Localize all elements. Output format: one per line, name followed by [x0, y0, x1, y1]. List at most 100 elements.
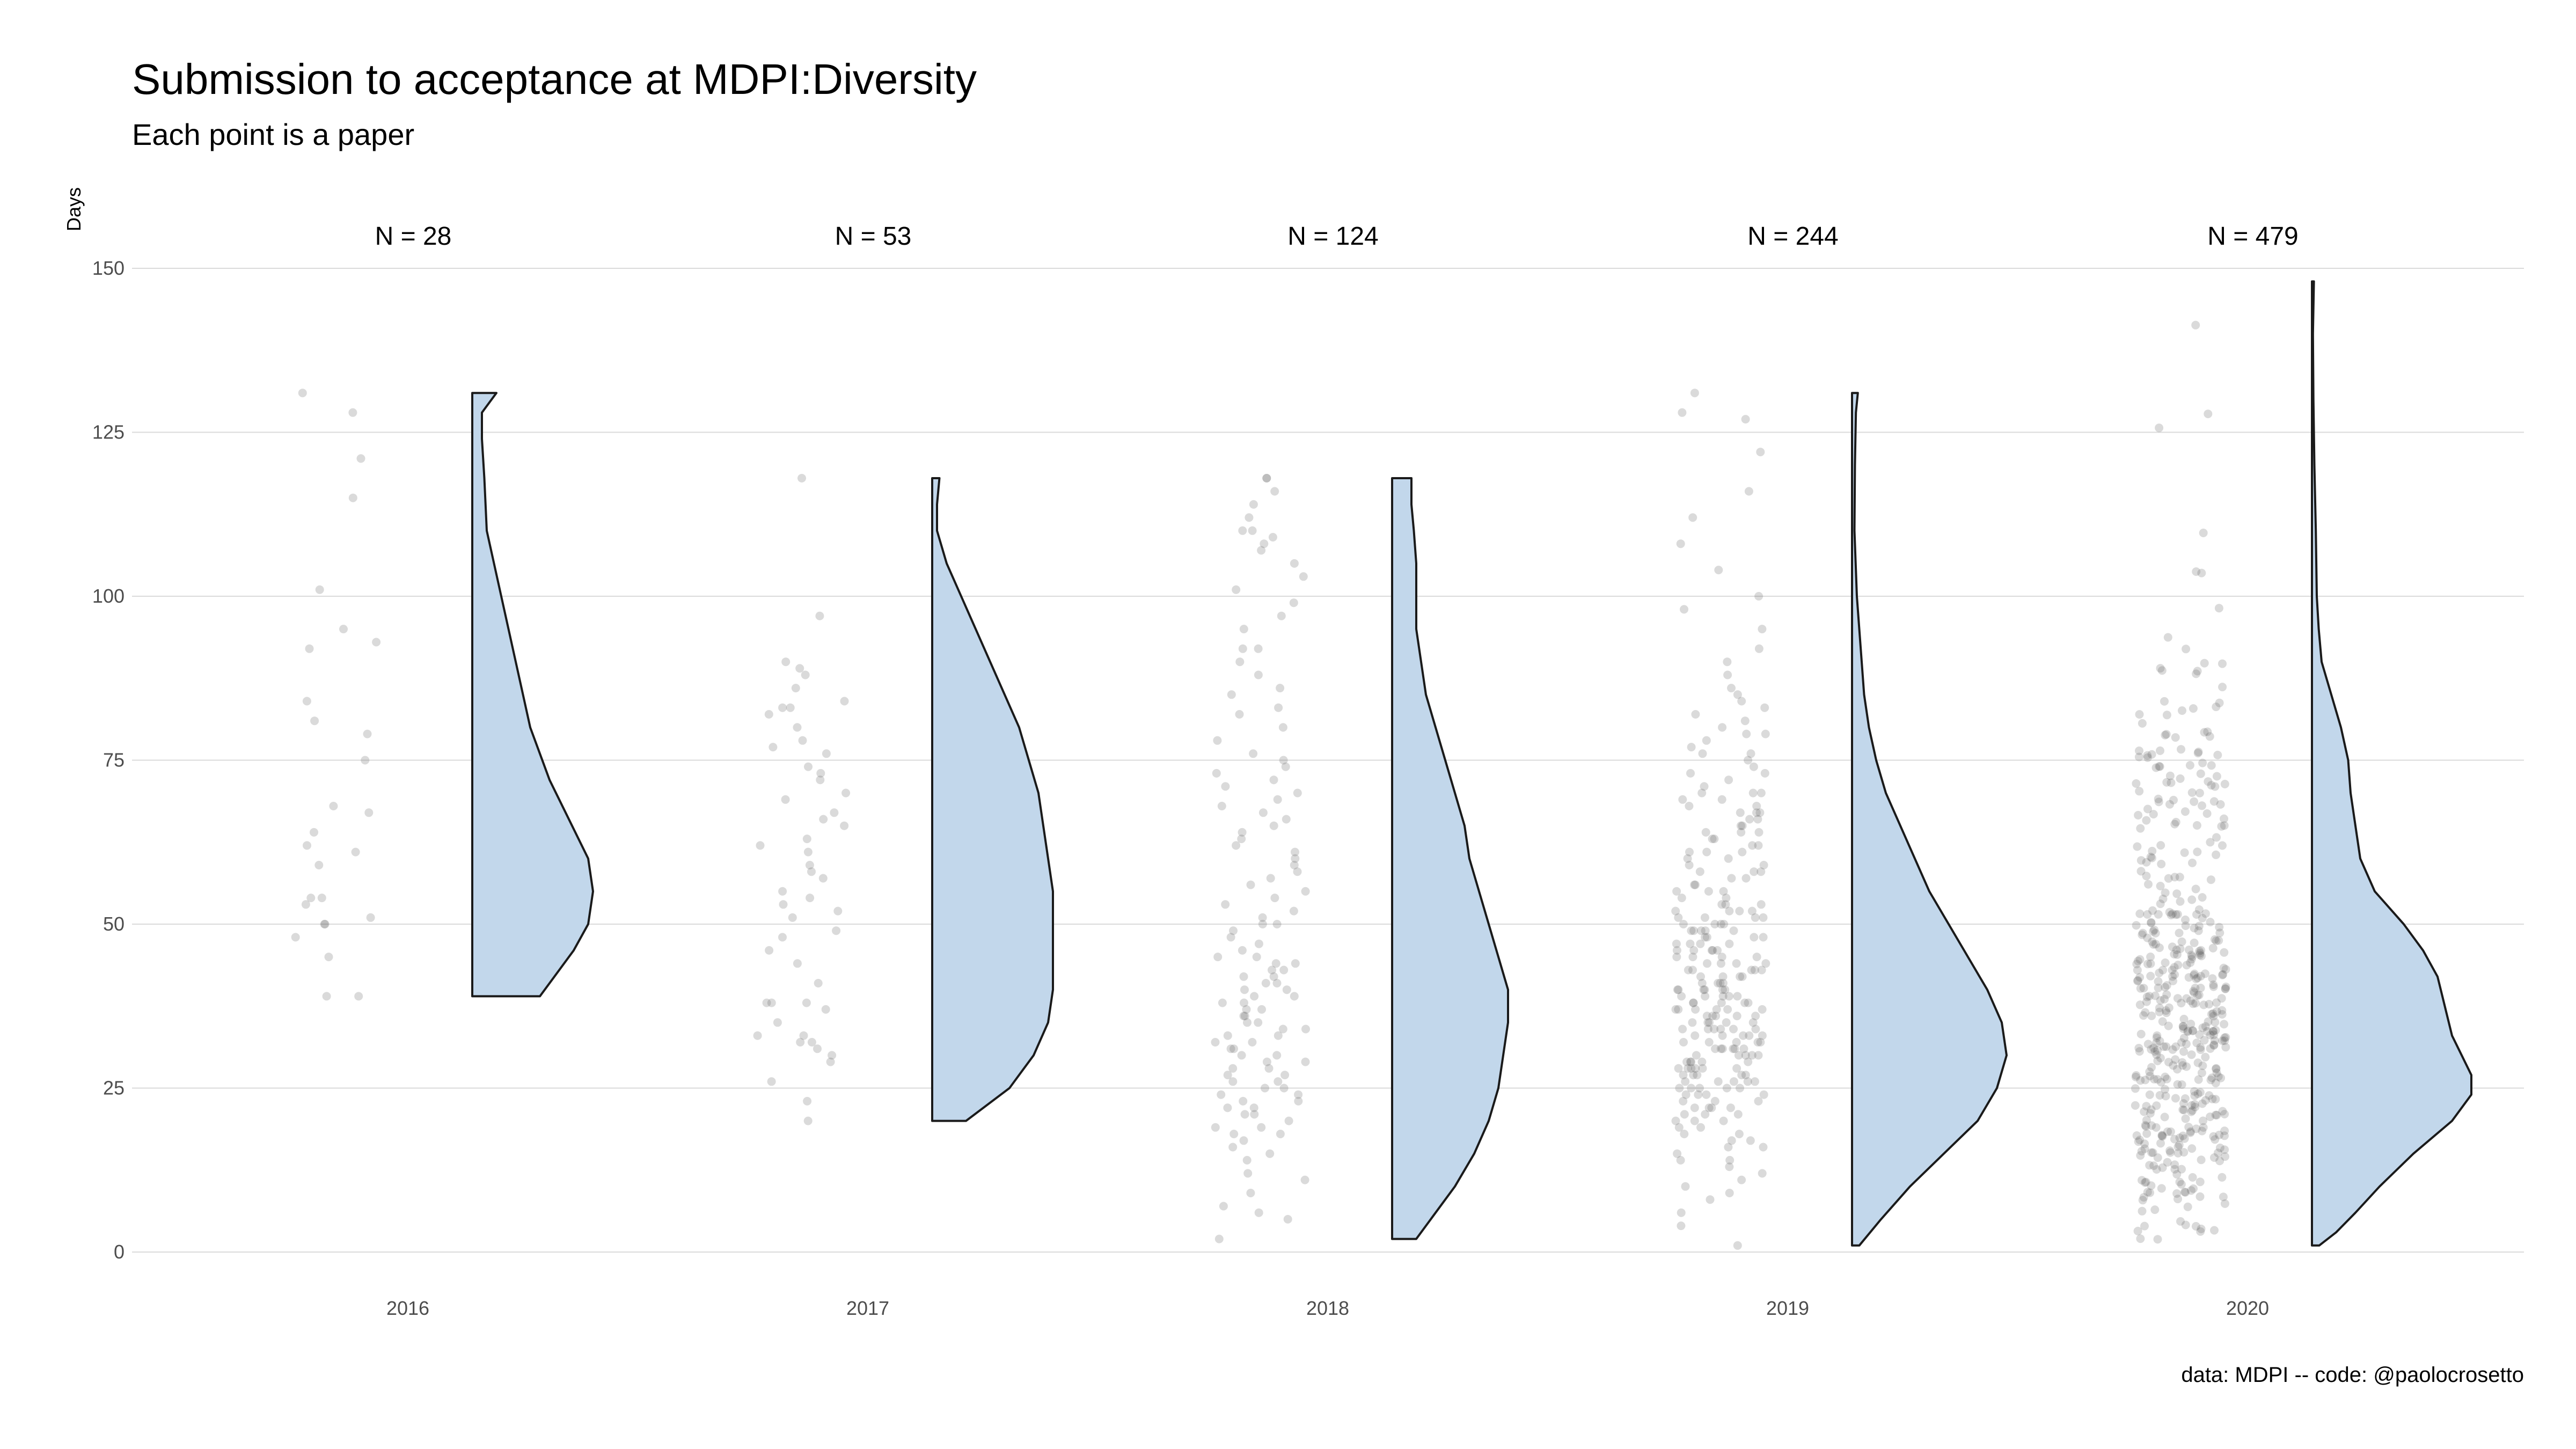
data-point	[2153, 1056, 2162, 1065]
data-point	[2211, 1026, 2220, 1035]
data-point	[1754, 841, 1763, 850]
data-point	[2143, 960, 2152, 969]
data-point	[1237, 1051, 1246, 1060]
data-point	[1686, 939, 1695, 948]
data-point	[2179, 1014, 2189, 1023]
data-point	[1756, 1038, 1765, 1046]
data-point	[1674, 985, 1683, 994]
data-point	[2149, 1161, 2158, 1170]
data-point	[2149, 810, 2158, 819]
data-point	[2207, 761, 2216, 770]
data-point	[2205, 1000, 2214, 1009]
data-point	[2161, 983, 2170, 992]
data-point	[803, 847, 813, 857]
data-point	[2132, 1071, 2141, 1080]
data-point	[2172, 1189, 2182, 1198]
data-point	[1282, 815, 1291, 824]
data-point	[2136, 867, 2146, 876]
data-point	[2175, 1177, 2184, 1187]
data-point	[2148, 1148, 2157, 1157]
data-point	[1230, 1044, 1238, 1053]
data-point	[1675, 1084, 1684, 1093]
data-point	[2221, 982, 2230, 991]
data-point	[2156, 1139, 2165, 1148]
data-point	[1741, 415, 1750, 424]
data-point	[1754, 828, 1763, 837]
data-point	[1688, 1018, 1697, 1027]
data-point	[2144, 880, 2153, 889]
data-point	[1711, 1044, 1720, 1053]
data-point	[1291, 847, 1299, 857]
data-point	[2198, 1061, 2207, 1070]
data-point	[803, 1116, 813, 1125]
data-point	[1737, 828, 1746, 837]
data-point	[2194, 921, 2204, 931]
data-point	[1695, 867, 1704, 876]
data-point	[1757, 900, 1766, 909]
data-point	[1246, 1189, 1255, 1197]
data-point	[2190, 988, 2199, 997]
data-point	[1710, 1096, 1719, 1106]
data-point	[2138, 1206, 2147, 1216]
data-point	[2187, 1186, 2196, 1195]
data-point	[2179, 1148, 2189, 1157]
data-point	[1679, 1071, 1688, 1080]
data-point	[2197, 952, 2206, 961]
data-point	[2170, 1135, 2179, 1144]
data-point	[2164, 1003, 2174, 1012]
data-point	[1686, 1057, 1695, 1066]
data-point	[2158, 965, 2168, 975]
data-point	[2221, 984, 2230, 993]
data-point	[1696, 926, 1706, 935]
data-point	[2188, 858, 2197, 867]
data-point	[2136, 1234, 2145, 1243]
data-point	[2191, 320, 2200, 330]
data-point	[2196, 1227, 2205, 1236]
data-point	[2186, 1020, 2196, 1028]
data-point	[1716, 979, 1725, 987]
data-point	[2201, 1096, 2210, 1105]
data-point	[2213, 1148, 2222, 1158]
data-point	[2139, 984, 2148, 993]
data-point	[2138, 1196, 2147, 1205]
data-point	[2181, 921, 2190, 930]
data-point	[1759, 933, 1768, 942]
data-point	[2212, 1110, 2221, 1119]
data-point	[2149, 927, 2158, 936]
data-point	[2192, 1124, 2201, 1133]
data-point	[2137, 1147, 2146, 1156]
data-point	[2167, 911, 2176, 919]
data-point	[2165, 800, 2174, 809]
data-point	[2192, 910, 2201, 919]
data-point	[351, 847, 360, 857]
data-point	[2191, 1102, 2200, 1111]
data-point	[2218, 1173, 2227, 1182]
data-point	[2212, 833, 2221, 842]
data-point	[2150, 1047, 2160, 1056]
data-point	[2177, 745, 2185, 754]
data-point	[1714, 979, 1723, 987]
data-point	[1727, 684, 1736, 693]
data-point	[1758, 1031, 1767, 1040]
data-point	[2163, 633, 2172, 642]
data-point	[2196, 1088, 2205, 1097]
data-point	[1691, 1005, 1700, 1014]
data-point	[1684, 1064, 1693, 1073]
data-point	[1722, 894, 1731, 903]
data-point	[801, 670, 810, 679]
data-point	[2206, 918, 2215, 927]
data-point	[2198, 1023, 2207, 1033]
data-point	[2189, 986, 2198, 996]
data-point	[1254, 670, 1263, 679]
data-point	[2175, 928, 2184, 938]
data-point	[2178, 1022, 2187, 1031]
data-point	[1697, 1057, 1707, 1066]
data-point	[2186, 996, 2195, 1005]
data-point	[2156, 1053, 2165, 1063]
data-point	[2220, 780, 2229, 788]
data-point	[298, 389, 307, 398]
data-point	[2164, 874, 2173, 883]
data-point	[2219, 963, 2228, 972]
data-point	[1279, 965, 1289, 975]
data-point	[1701, 1110, 1710, 1119]
